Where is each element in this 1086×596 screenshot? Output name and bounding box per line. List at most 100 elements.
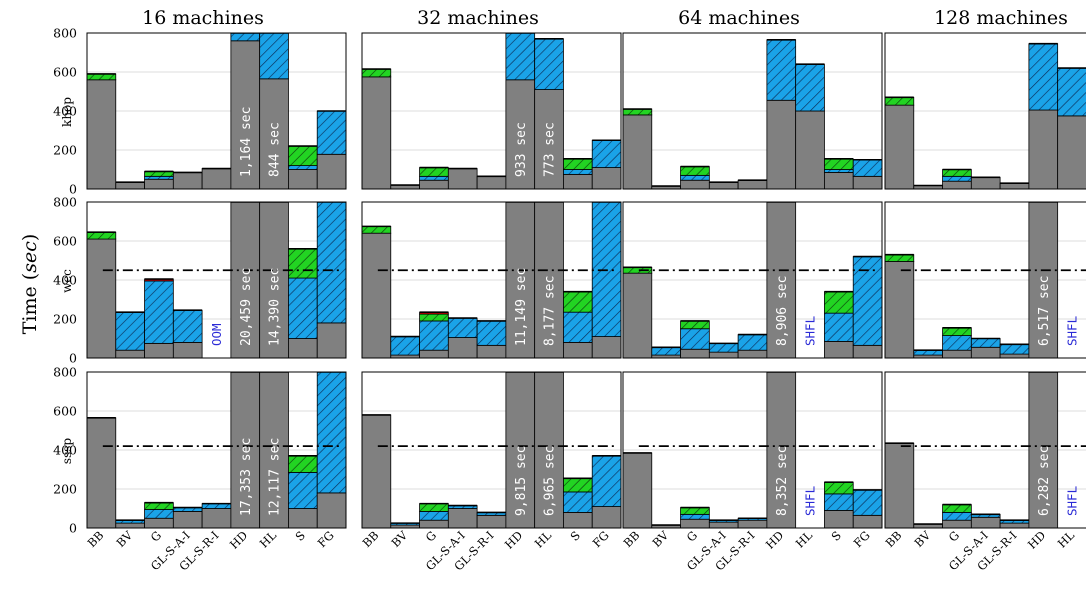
bar-segment-S <box>824 341 854 358</box>
bar-segment-S <box>824 158 854 170</box>
panel-frame <box>622 371 883 529</box>
panel-frame <box>86 32 347 190</box>
category-label-FG: FG <box>851 528 873 550</box>
category-label-HD: HD <box>227 528 251 552</box>
panel-frame <box>361 371 622 529</box>
bar-segment-BB <box>885 104 915 189</box>
bar-segment-BB <box>623 108 653 116</box>
bar-segment-G <box>144 517 174 528</box>
bars <box>623 202 882 358</box>
bar-segment-FG <box>591 336 621 358</box>
panel-sssp-2: 8,352 sec SHFL <box>622 371 883 529</box>
category-label-HD: HD <box>1025 528 1049 552</box>
bars <box>885 42 1086 189</box>
bars <box>362 372 621 528</box>
row-label-sssp: sssp <box>60 438 74 464</box>
bars <box>885 202 1059 358</box>
bar-segment-BB <box>362 68 392 78</box>
bar-segment-S <box>824 169 854 173</box>
bar-segment-FG <box>316 202 346 324</box>
bar-segment-S <box>288 169 318 189</box>
panel-sssp-1: 9,815 sec 6,965 sec <box>361 371 622 529</box>
bar-segment-FG <box>852 159 882 177</box>
bar-segment-G <box>419 313 449 322</box>
y-tick-label: 600 <box>53 65 77 80</box>
category-label-HL: HL <box>257 528 280 551</box>
bar-segment-S <box>563 341 593 358</box>
bar-segment-HD <box>1028 43 1059 111</box>
bar-segment-GL-S-R-I <box>999 182 1030 189</box>
bar-segment-S <box>288 248 318 279</box>
bar-segment-G <box>144 502 174 510</box>
bar-segment-G <box>680 328 710 350</box>
category-label-G: G <box>684 528 700 544</box>
bar-segment-FG <box>591 167 621 189</box>
bar-segment-S <box>824 172 854 189</box>
bar-segment-S <box>563 491 593 513</box>
bar-segment-S <box>288 277 318 339</box>
bar-segment-BV <box>115 349 145 358</box>
bar-segment-BB <box>362 76 392 189</box>
bar-segment-HD <box>766 99 797 189</box>
panel-khop-1: 933 sec 773 sec <box>361 32 622 190</box>
bar-value-label: 14,390 sec <box>268 268 283 346</box>
category-label-S: S <box>828 528 844 544</box>
bar-segment-BV <box>651 346 681 356</box>
category-label-HD: HD <box>763 528 787 552</box>
bar-segment-S <box>288 165 318 170</box>
y-tick-label: 600 <box>53 234 77 249</box>
bar-segment-G <box>680 518 710 528</box>
panel-khop-0: 1,164 sec 844 sec 0 200 400 600 800 <box>53 26 347 197</box>
bar-value-label: 8,352 sec <box>775 446 790 516</box>
panel-frame <box>86 201 347 359</box>
bar-segment-HL <box>259 78 289 189</box>
bar-segment-BB <box>623 272 653 358</box>
bar-segment-HL <box>1057 115 1086 189</box>
category-label-HD: HD <box>502 528 526 552</box>
bars <box>87 372 346 528</box>
bar-segment-GL-S-A-I <box>708 351 739 358</box>
bar-segment-BB <box>362 225 392 234</box>
bar-segment-G <box>419 179 449 189</box>
bar-segment-HD <box>766 39 797 101</box>
bar-segment-G <box>942 335 972 351</box>
y-axis-label-suffix: ) <box>19 234 41 241</box>
panel-frame <box>884 32 1086 190</box>
category-label-G: G <box>946 528 962 544</box>
bar-value-label: 9,815 sec <box>514 446 529 516</box>
bars <box>623 372 882 528</box>
category-label-BV: BV <box>114 528 136 550</box>
bar-segment-S <box>563 311 593 343</box>
bar-value-label: 6,282 sec <box>1037 446 1052 516</box>
bar-segment-FG <box>591 506 621 528</box>
y-tick-label: 400 <box>53 104 77 119</box>
bar-segment-GL-S-A-I <box>172 172 203 189</box>
bar-segment-S <box>288 472 318 509</box>
bar-segment-G <box>144 509 174 519</box>
panel-sssp-0: 17,353 sec 12,117 sec 0 200 400 600 800 <box>53 365 347 536</box>
bar-segment-G <box>419 503 449 512</box>
bar-segment-GL-S-R-I <box>999 522 1030 528</box>
bar-segment-GL-S-A-I <box>970 338 1001 348</box>
bars <box>362 202 621 358</box>
bar-segment-G <box>680 507 710 515</box>
bar-segment-HL <box>259 372 289 528</box>
bar-segment-BB <box>623 114 653 189</box>
bar-segment-G <box>419 175 449 181</box>
bar-segment-G <box>942 180 972 189</box>
y-axis-label-unit: sec <box>19 241 41 273</box>
bar-value-label: 844 sec <box>268 122 283 177</box>
bar-segment-BB <box>885 96 915 106</box>
bar-segment-GL-S-A-I <box>447 508 478 528</box>
bar-segment-HL <box>534 38 564 90</box>
chart-panels: 1,164 sec 844 sec 0 200 400 600 800 933 sec 773 … <box>53 26 1086 536</box>
bar-segment-G <box>942 327 972 336</box>
y-axis-label: Time (sec) <box>19 234 41 335</box>
y-tick-label: 600 <box>53 404 77 419</box>
bar-segment-BV <box>390 336 420 356</box>
panel-frame <box>86 371 347 529</box>
category-label-HL: HL <box>1055 528 1078 551</box>
category-label-G: G <box>148 528 164 544</box>
bar-segment-S <box>824 493 854 511</box>
bar-segment-FG <box>316 322 346 358</box>
